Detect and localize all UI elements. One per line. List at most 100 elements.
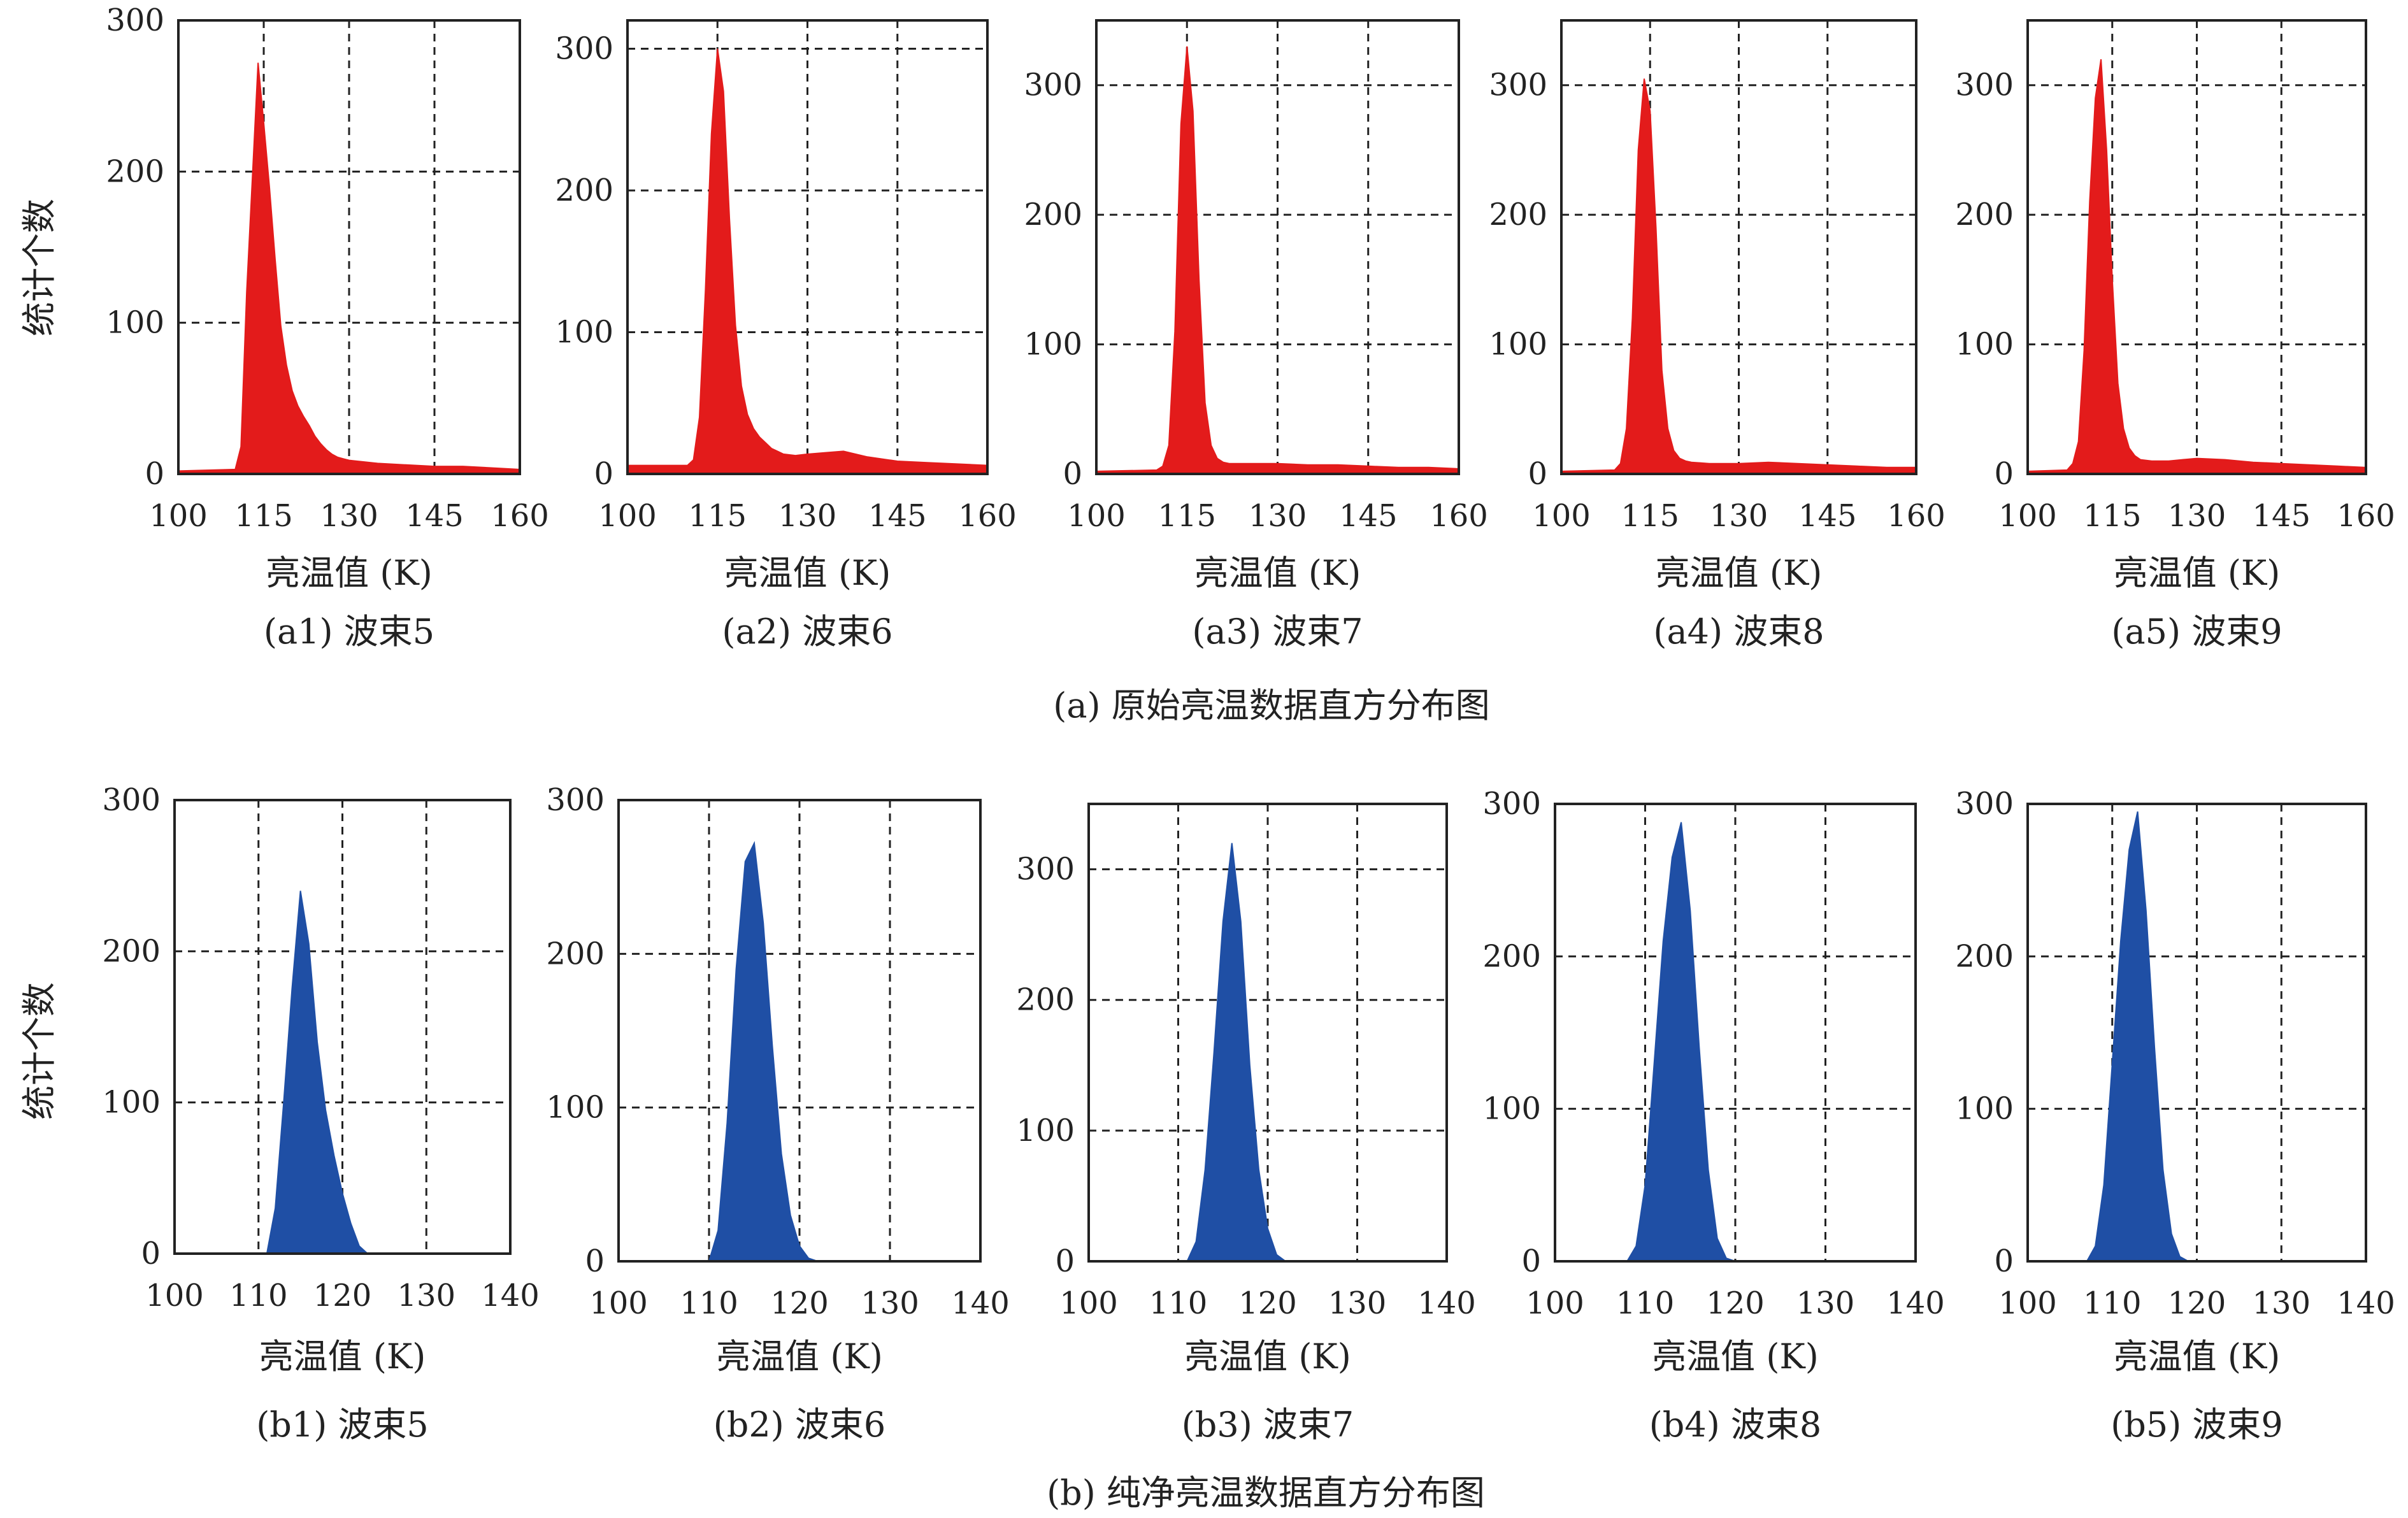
plot-frame-b4 — [1554, 803, 1917, 1263]
x-axis-label: 亮温值 (K) — [1194, 553, 1361, 593]
x-axis-label: 亮温值 (K) — [1184, 1336, 1351, 1377]
y-tick-label: 200 — [1016, 982, 1075, 1018]
y-tick-label: 0 — [1994, 1243, 2014, 1279]
panel-caption: (b2) 波束6 — [713, 1405, 886, 1445]
plot-frame-b1 — [173, 799, 512, 1255]
panel-a5: 100 115 130 145 160 0 100 200 300 亮温值 (K) (a5) 波束9 — [1955, 19, 2395, 652]
x-tick-label: 160 — [1887, 498, 1946, 534]
x-tick-label: 160 — [958, 498, 1017, 534]
x-tick-label: 130 — [397, 1278, 455, 1314]
y-tick-label: 0 — [1521, 1243, 1541, 1279]
ylabel-row-b: 统计个数 — [19, 982, 59, 1120]
x-tick-label: 145 — [2252, 498, 2311, 534]
x-tick-label: 100 — [1526, 1285, 1584, 1321]
panel-caption: (a3) 波束7 — [1192, 612, 1363, 652]
plot-frame-b5 — [2026, 803, 2367, 1263]
histogram-area-a1 — [178, 62, 520, 475]
y-tick-label: 100 — [1016, 1113, 1075, 1149]
y-tick-label: 100 — [1482, 1091, 1541, 1127]
x-tick-label: 120 — [770, 1285, 829, 1321]
histogram-area-a5 — [2027, 59, 2367, 475]
y-tick-label: 0 — [141, 1236, 161, 1271]
x-tick-label: 130 — [778, 498, 837, 534]
y-tick-label: 100 — [1489, 327, 1547, 362]
group-caption-b: (b) 纯净亮温数据直方分布图 — [1047, 1473, 1485, 1513]
x-tick-label: 130 — [1249, 498, 1307, 534]
y-tick-label: 200 — [1024, 197, 1082, 233]
histogram-area-a3 — [1096, 46, 1459, 475]
panel-caption: (b5) 波束9 — [2111, 1405, 2283, 1445]
x-tick-label: 140 — [951, 1285, 1010, 1321]
histogram-area-b3 — [1089, 843, 1447, 1262]
x-axis-label: 亮温值 (K) — [724, 553, 891, 593]
panel-b1: 100 110 120 130 140 0 100 200 300 亮温值 (K) (b1) 波束5 — [102, 782, 539, 1445]
ylabel-row-a: 统计个数 — [19, 199, 59, 336]
x-tick-label: 140 — [2337, 1285, 2395, 1321]
y-tick-label: 200 — [102, 933, 161, 969]
y-tick-label: 300 — [1489, 68, 1547, 103]
x-tick-label: 145 — [868, 498, 927, 534]
x-axis-label: 亮温值 (K) — [1652, 1336, 1819, 1377]
x-tick-label: 120 — [1706, 1285, 1765, 1321]
x-tick-label: 115 — [688, 498, 747, 534]
y-tick-label: 0 — [1528, 456, 1547, 492]
x-tick-label: 100 — [1998, 498, 2057, 534]
panel-a4: 100 115 130 145 160 0 100 200 300 亮温值 (K) (a4) 波束8 — [1489, 19, 1946, 652]
y-tick-label: 100 — [555, 315, 613, 350]
histogram-area-b5 — [2028, 811, 2366, 1262]
y-tick-label: 200 — [106, 154, 164, 189]
panel-a1: 100 115 130 145 160 0 100 200 300 亮温值 (K) (a1) 波束5 — [106, 3, 548, 652]
plot-frame-a5 — [2026, 19, 2367, 475]
panel-caption: (a2) 波束6 — [722, 612, 892, 652]
y-tick-label: 200 — [555, 173, 613, 208]
panel-caption: (a4) 波束8 — [1653, 612, 1824, 652]
y-tick-label: 0 — [594, 456, 613, 492]
panel-caption: (b4) 波束8 — [1649, 1405, 1822, 1445]
y-tick-label: 300 — [1955, 786, 2014, 822]
x-tick-label: 100 — [1067, 498, 1126, 534]
x-tick-label: 130 — [1710, 498, 1768, 534]
x-tick-label: 100 — [1059, 1285, 1118, 1321]
x-tick-label: 100 — [145, 1278, 204, 1314]
x-axis-label: 亮温值 (K) — [259, 1336, 426, 1377]
y-tick-label: 100 — [102, 1085, 161, 1121]
y-tick-label: 100 — [1955, 1091, 2014, 1127]
y-tick-label: 300 — [555, 31, 613, 67]
x-tick-label: 120 — [313, 1278, 372, 1314]
x-tick-label: 110 — [680, 1285, 738, 1321]
y-tick-label: 0 — [145, 456, 164, 492]
plot-frame-b2 — [617, 799, 982, 1263]
y-tick-label: 300 — [1955, 68, 2014, 103]
x-tick-label: 130 — [320, 498, 378, 534]
y-tick-label: 300 — [1016, 852, 1075, 887]
x-tick-label: 130 — [1328, 1285, 1387, 1321]
y-tick-label: 200 — [1482, 938, 1541, 974]
panel-caption: (a5) 波束9 — [2111, 612, 2282, 652]
x-tick-label: 100 — [598, 498, 657, 534]
x-tick-label: 120 — [2168, 1285, 2226, 1321]
y-tick-label: 300 — [1482, 786, 1541, 822]
y-tick-label: 0 — [1063, 456, 1082, 492]
panel-b3: 100 110 120 130 140 0 100 200 300 亮温值 (K) (b3) 波束7 — [1016, 803, 1476, 1445]
y-tick-label: 300 — [546, 782, 605, 818]
plot-frame-a1 — [177, 19, 521, 475]
x-tick-label: 100 — [1532, 498, 1591, 534]
panel-caption: (b3) 波束7 — [1182, 1405, 1354, 1445]
panel-b2: 100 110 120 130 140 0 100 200 300 亮温值 (K) (b2) 波束6 — [546, 782, 1009, 1445]
x-tick-label: 100 — [149, 498, 208, 534]
x-tick-label: 110 — [1149, 1285, 1208, 1321]
x-tick-label: 130 — [861, 1285, 919, 1321]
x-axis-label: 亮温值 (K) — [266, 553, 433, 593]
y-tick-label: 200 — [1489, 197, 1547, 233]
x-tick-label: 100 — [1998, 1285, 2057, 1321]
plot-frame-b3 — [1087, 803, 1448, 1263]
y-tick-label: 200 — [1955, 197, 2014, 233]
y-tick-label: 200 — [546, 936, 605, 971]
x-tick-label: 130 — [1796, 1285, 1855, 1321]
panel-b5: 100 110 120 130 140 0 100 200 300 亮温值 (K) (b5) 波束9 — [1955, 786, 2395, 1445]
x-tick-label: 115 — [2083, 498, 2142, 534]
y-tick-label: 100 — [546, 1090, 605, 1126]
x-tick-label: 145 — [405, 498, 464, 534]
x-tick-label: 120 — [1238, 1285, 1297, 1321]
